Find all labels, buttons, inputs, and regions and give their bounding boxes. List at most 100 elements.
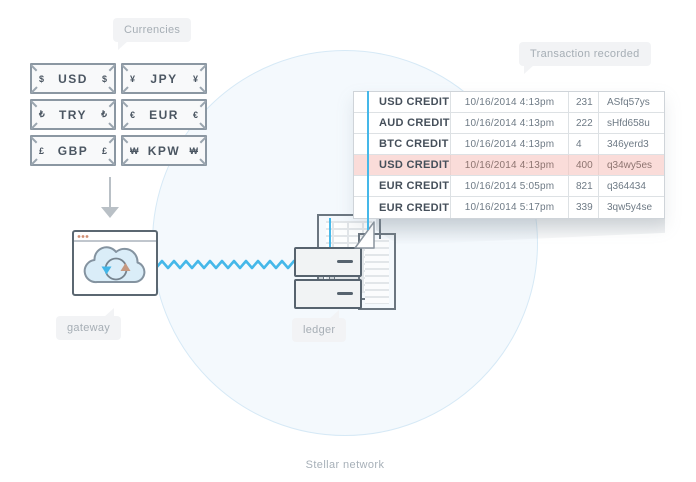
note-corner-ornament bbox=[30, 121, 38, 129]
currency-symbol-left: ₺ bbox=[39, 109, 45, 119]
tx-amount-cell: 400 bbox=[569, 155, 599, 175]
note-corner-ornament bbox=[108, 100, 116, 108]
currency-notes-group: $ USD $ ¥ JPY ¥ ₺ TRY ₺ bbox=[30, 63, 207, 166]
note-corner-ornament bbox=[121, 157, 129, 165]
currency-note: ¥ JPY ¥ bbox=[121, 63, 207, 94]
note-corner-ornament bbox=[121, 64, 129, 72]
zigzag-connection-icon bbox=[154, 257, 296, 273]
note-corner-ornament bbox=[199, 121, 207, 129]
currency-symbol-left: ¥ bbox=[130, 73, 136, 84]
tx-type-cell: BTC CREDIT bbox=[368, 134, 451, 154]
currency-code: GBP bbox=[57, 143, 89, 158]
currency-symbol-left: £ bbox=[39, 145, 45, 156]
server-dash bbox=[337, 260, 353, 263]
currency-symbol-right: ₩ bbox=[189, 145, 199, 156]
currency-symbol-right: £ bbox=[101, 145, 107, 156]
transaction-recorded-tooltip: Transaction recorded bbox=[519, 42, 651, 74]
currency-note: € EUR € bbox=[121, 99, 207, 130]
currency-symbol-left: € bbox=[130, 109, 136, 120]
tx-amount-cell: 222 bbox=[569, 113, 599, 133]
currency-code: KPW bbox=[147, 143, 181, 158]
tx-hash-cell: 346yerd3 bbox=[607, 138, 649, 150]
tx-type-cell: USD CREDIT bbox=[368, 155, 451, 175]
currency-note: $ USD $ bbox=[30, 63, 116, 94]
tx-gutter-cell bbox=[354, 92, 368, 112]
tx-amount-cell: 339 bbox=[569, 197, 599, 218]
table-highlight-line bbox=[367, 91, 369, 230]
page-fold-icon bbox=[354, 221, 375, 249]
tx-type-cell: USD CREDIT bbox=[368, 92, 451, 112]
note-corner-ornament bbox=[30, 136, 38, 144]
gateway-tooltip: gateway bbox=[56, 308, 122, 340]
note-corner-ornament bbox=[30, 157, 38, 165]
tx-type-cell: EUR CREDIT bbox=[368, 176, 451, 196]
note-corner-ornament bbox=[199, 64, 207, 72]
tx-date-cell: 10/16/2014 5:17pm bbox=[451, 197, 569, 218]
tx-gutter-cell bbox=[354, 134, 368, 154]
currency-code: JPY bbox=[150, 71, 178, 86]
note-corner-ornament bbox=[108, 136, 116, 144]
currency-note: £ GBP £ bbox=[30, 135, 116, 166]
server-dash bbox=[337, 292, 353, 295]
tx-date-cell: 10/16/2014 4:13pm bbox=[451, 134, 569, 154]
tx-type-cell: AUD CREDIT bbox=[368, 113, 451, 133]
tx-date-cell: 10/16/2014 4:13pm bbox=[451, 92, 569, 112]
note-corner-ornament bbox=[199, 100, 207, 108]
currency-symbol-left: ₩ bbox=[130, 145, 139, 156]
currency-symbol-right: ₺ bbox=[101, 109, 107, 119]
ledger-document-highlight-line bbox=[329, 218, 331, 260]
tx-gutter-cell bbox=[354, 155, 368, 175]
currency-symbol-right: $ bbox=[101, 73, 107, 84]
tx-hash-cell: q34wy5es bbox=[607, 159, 653, 171]
note-corner-ornament bbox=[121, 85, 129, 93]
stellar-network-label: Stellar network bbox=[305, 459, 385, 471]
tx-amount-cell: 4 bbox=[569, 134, 599, 154]
tx-hash-cell: q364434 bbox=[607, 180, 646, 192]
down-arrow-icon bbox=[109, 177, 111, 207]
note-corner-ornament bbox=[199, 85, 207, 93]
note-corner-ornament bbox=[199, 157, 207, 165]
ledger-page-icon bbox=[358, 233, 396, 310]
note-corner-ornament bbox=[108, 157, 116, 165]
currency-code: EUR bbox=[149, 107, 179, 122]
cloud-icon bbox=[83, 246, 146, 284]
transaction-row: EUR CREDIT 10/16/2014 5:17pm 339 3qw5y4s… bbox=[354, 197, 664, 218]
transaction-row: USD CREDIT 10/16/2014 4:13pm 400 q34wy5e… bbox=[354, 155, 664, 176]
tx-date-cell: 10/16/2014 4:13pm bbox=[451, 155, 569, 175]
gateway-browser-window bbox=[72, 230, 158, 296]
down-arrow-head-icon bbox=[101, 207, 119, 218]
transaction-row: BTC CREDIT 10/16/2014 4:13pm 4 346yerd3 bbox=[354, 134, 664, 155]
currency-symbol-right: € bbox=[192, 109, 198, 120]
note-corner-ornament bbox=[108, 121, 116, 129]
browser-window-icon bbox=[72, 230, 158, 296]
currency-symbol-left: $ bbox=[39, 73, 45, 84]
note-corner-ornament bbox=[30, 85, 38, 93]
server-box-icon bbox=[294, 279, 362, 309]
transaction-row: EUR CREDIT 10/16/2014 5:05pm 821 q364434 bbox=[354, 176, 664, 197]
tx-gutter-cell bbox=[354, 197, 368, 218]
tx-type-cell: EUR CREDIT bbox=[368, 197, 451, 218]
currency-symbol-right: ¥ bbox=[192, 73, 198, 84]
transaction-row: AUD CREDIT 10/16/2014 4:13pm 222 sHfd658… bbox=[354, 113, 664, 134]
tx-amount-cell: 231 bbox=[569, 92, 599, 112]
tx-hash-cell: ASfq57ys bbox=[607, 96, 650, 108]
note-corner-ornament bbox=[121, 121, 129, 129]
note-corner-ornament bbox=[199, 136, 207, 144]
tx-hash-cell: 3qw5y4se bbox=[607, 202, 653, 213]
note-corner-ornament bbox=[108, 85, 116, 93]
server-box-icon bbox=[294, 247, 362, 277]
transaction-row: USD CREDIT 10/16/2014 4:13pm 231 ASfq57y… bbox=[354, 92, 664, 113]
note-corner-ornament bbox=[30, 100, 38, 108]
tx-date-cell: 10/16/2014 4:13pm bbox=[451, 113, 569, 133]
browser-dots-icon bbox=[77, 235, 89, 238]
note-corner-ornament bbox=[121, 136, 129, 144]
tx-date-cell: 10/16/2014 5:05pm bbox=[451, 176, 569, 196]
currency-note: ₩ KPW ₩ bbox=[121, 135, 207, 166]
currencies-tooltip: Currencies bbox=[113, 18, 192, 50]
tx-gutter-cell bbox=[354, 113, 368, 133]
currency-code: TRY bbox=[58, 107, 88, 122]
currency-note: ₺ TRY ₺ bbox=[30, 99, 116, 130]
sync-arrows-icon bbox=[101, 257, 131, 281]
transaction-table: USD CREDIT 10/16/2014 4:13pm 231 ASfq57y… bbox=[353, 91, 665, 219]
